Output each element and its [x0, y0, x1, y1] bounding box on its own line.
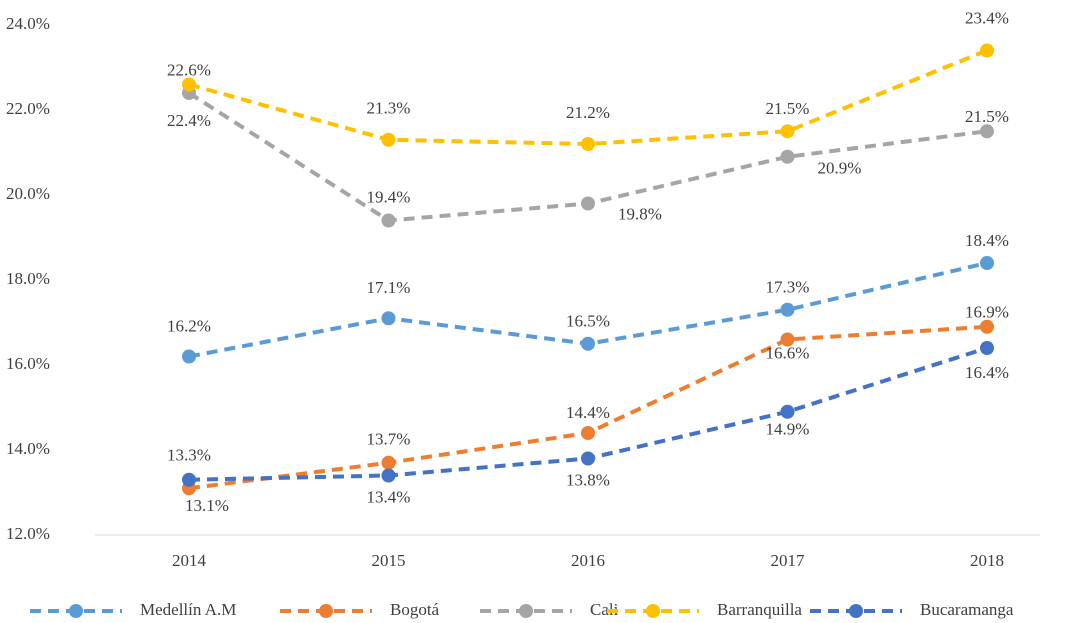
data-label: 18.4%: [965, 231, 1009, 250]
y-tick-label: 14.0%: [6, 439, 50, 458]
legend-marker: [519, 604, 533, 618]
legend-marker: [69, 604, 83, 618]
y-tick-label: 22.0%: [6, 99, 50, 118]
legend-label: Bucaramanga: [920, 600, 1014, 619]
data-label: 14.9%: [766, 420, 810, 439]
y-tick-label: 12.0%: [6, 524, 50, 543]
legend-marker: [319, 604, 333, 618]
point: [381, 468, 396, 483]
data-label: 21.2%: [566, 103, 610, 122]
data-label: 13.7%: [367, 430, 411, 449]
y-tick-label: 24.0%: [6, 14, 50, 33]
point: [780, 124, 795, 139]
point: [381, 311, 396, 326]
point: [381, 132, 396, 147]
point: [780, 404, 795, 419]
data-label: 16.5%: [566, 312, 610, 331]
point: [182, 77, 196, 92]
legend-marker: [646, 604, 660, 618]
point: [980, 341, 994, 355]
data-label: 20.9%: [818, 159, 862, 178]
point: [980, 43, 994, 58]
x-tick-label: 2015: [372, 551, 406, 570]
point: [980, 256, 994, 270]
data-label: 14.4%: [566, 403, 610, 422]
data-label: 13.1%: [185, 496, 229, 515]
data-label: 16.4%: [965, 363, 1009, 382]
y-tick-label: 20.0%: [6, 184, 50, 203]
data-label: 21.5%: [965, 107, 1009, 126]
point: [182, 472, 196, 487]
x-tick-label: 2018: [970, 551, 1004, 570]
legend-label: Barranquilla: [717, 600, 802, 619]
x-tick-label: 2016: [571, 551, 605, 570]
point: [581, 336, 595, 351]
data-label: 23.4%: [965, 8, 1009, 27]
x-tick-label: 2017: [771, 551, 806, 570]
data-label: 21.3%: [367, 99, 411, 118]
point: [381, 213, 396, 228]
legend-label: Bogotá: [390, 600, 440, 619]
data-label: 22.4%: [167, 111, 211, 130]
data-label: 16.2%: [167, 316, 211, 335]
legend-marker: [849, 604, 863, 618]
point: [581, 426, 595, 440]
series-line: [188, 48, 988, 147]
point: [581, 196, 595, 211]
point: [980, 319, 994, 334]
data-label: 21.5%: [766, 99, 810, 118]
point: [780, 302, 795, 317]
point: [581, 451, 595, 466]
legend-label: Medellín A.M: [140, 600, 236, 619]
x-tick-label: 2014: [172, 551, 207, 570]
y-tick-label: 16.0%: [6, 354, 50, 373]
legend-label: Cali: [590, 600, 619, 619]
point: [780, 149, 795, 164]
point: [980, 124, 994, 139]
y-tick-label: 18.0%: [6, 269, 50, 288]
data-label: 19.4%: [367, 187, 411, 206]
data-label: 16.6%: [766, 343, 810, 362]
data-label: 13.3%: [167, 446, 211, 465]
data-label: 17.3%: [766, 278, 810, 297]
point: [581, 137, 595, 151]
data-label: 19.8%: [618, 204, 662, 223]
data-label: 22.6%: [167, 60, 211, 79]
data-label: 13.8%: [566, 470, 610, 489]
point: [780, 332, 795, 347]
data-label: 16.9%: [965, 303, 1009, 322]
data-label: 13.4%: [367, 487, 411, 506]
point: [381, 455, 396, 470]
data-label: 17.1%: [367, 278, 411, 297]
point: [182, 349, 196, 364]
